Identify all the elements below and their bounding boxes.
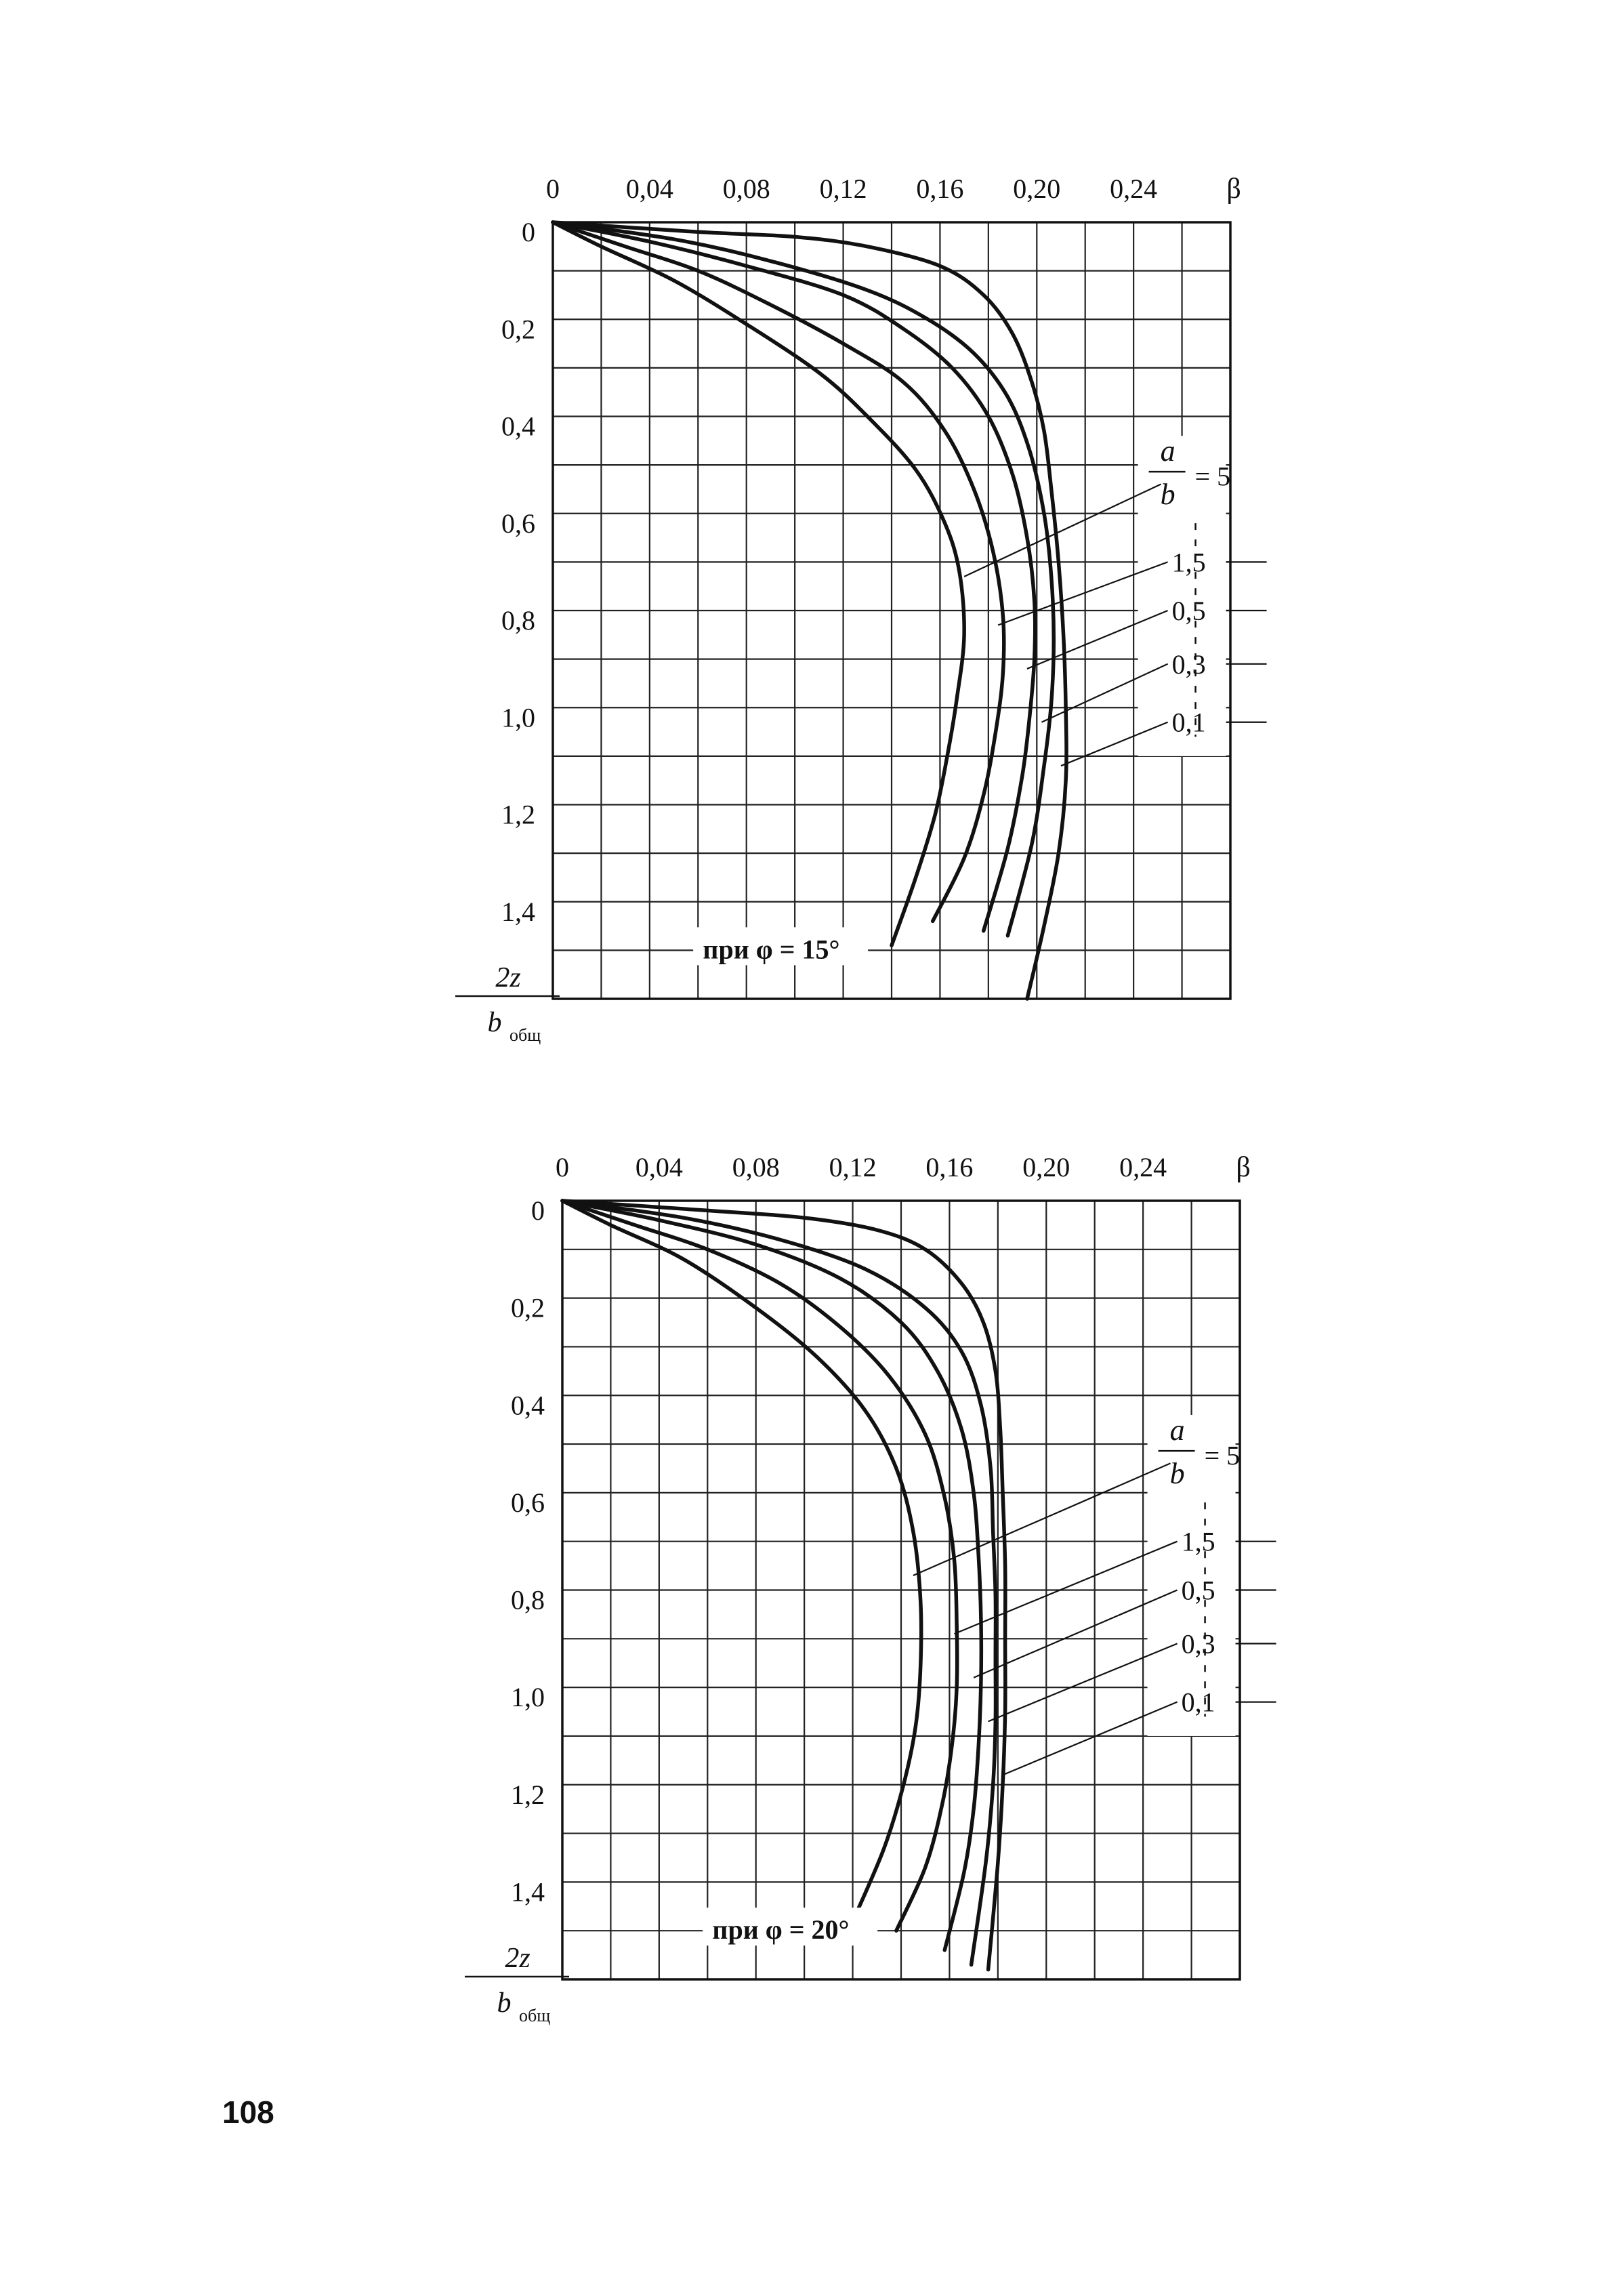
x-tick-label: 0,08	[723, 173, 770, 204]
leader-line-5	[963, 483, 1162, 577]
y-tick-label: 0,2	[501, 314, 535, 344]
x-tick-label: 0,04	[626, 173, 673, 204]
leader-line-0-3	[988, 1643, 1178, 1723]
y-tick-label: 1,2	[511, 1779, 545, 1810]
curve-a-b-5	[551, 220, 966, 947]
label-panel-background	[1147, 1414, 1236, 1736]
ratio-denominator: b	[1170, 1457, 1185, 1490]
curve-a-b-1-5	[551, 220, 1006, 924]
y-axis-label-denominator: b	[497, 1987, 512, 2019]
page-number: 108	[222, 2095, 274, 2130]
curve-a-b-0-5	[560, 1199, 984, 1952]
x-tick-label: 0,08	[732, 1152, 780, 1182]
y-tick-label: 0,6	[501, 508, 535, 539]
grid	[551, 221, 1232, 1000]
series-label-0-5: 0,5	[1172, 596, 1206, 626]
y-tick-label: 0,6	[511, 1487, 545, 1518]
x-tick-label: 0,24	[1119, 1152, 1167, 1182]
label-panel-background	[1138, 436, 1226, 756]
curve-a-b-0-3	[551, 220, 1056, 938]
series-label-0-1: 0,1	[1172, 707, 1206, 738]
x-axis-label: β	[1236, 1152, 1250, 1183]
y-tick-label: 0,8	[501, 605, 535, 636]
chart-phi-15: 0 0,04 0,08 0,12 0,16 0,20 0,24 β 0 0,2 0,4 0,6 0,8 1…	[455, 173, 1267, 1045]
leader-line-0-3	[1041, 663, 1169, 723]
x-tick-label: 0	[546, 173, 560, 204]
leader-line-1-5	[954, 1540, 1178, 1635]
x-tick-label: 0,16	[925, 1152, 973, 1182]
curve-a-b-0-3	[560, 1199, 998, 1967]
y-tick-label: 0,4	[511, 1390, 545, 1420]
y-tick-label: 1,2	[501, 800, 535, 830]
grid	[561, 1199, 1241, 1981]
y-axis-label-subscript: общ	[519, 2006, 550, 2025]
leader-line-0-5	[973, 1589, 1178, 1678]
x-tick-label: 0,04	[636, 1152, 683, 1182]
leader-line-0-1	[1060, 721, 1168, 767]
y-tick-label: 0,2	[511, 1293, 545, 1323]
x-tick-label: 0,24	[1110, 173, 1157, 204]
curve-a-b-0-1	[551, 220, 1068, 1001]
series-label-0-3: 0,3	[1172, 649, 1206, 680]
x-tick-label: 0	[556, 1152, 569, 1182]
series-label-0-5: 0,5	[1182, 1575, 1215, 1606]
series-label-0-3: 0,3	[1182, 1628, 1215, 1659]
y-tick-label: 0,4	[501, 411, 535, 442]
series-label-0-1: 0,1	[1182, 1687, 1215, 1718]
y-axis-label-subscript: общ	[509, 1025, 541, 1045]
series-label-5: = 5	[1205, 1440, 1241, 1470]
x-axis-label: β	[1226, 173, 1241, 205]
leader-line-1-5	[997, 561, 1168, 626]
y-tick-label: 1,4	[511, 1876, 545, 1907]
leader-line-5	[913, 1462, 1171, 1576]
x-tick-label: 0,16	[916, 173, 963, 204]
y-tick-label: 1,0	[501, 702, 535, 733]
ratio-numerator: a	[1161, 434, 1175, 468]
note-background	[703, 1908, 878, 1946]
condition-note: при φ = 20°	[712, 1914, 849, 1945]
x-tick-label: 0,12	[829, 1152, 877, 1182]
y-tick-label: 1,0	[511, 1682, 545, 1712]
leader-line-0-1	[1002, 1701, 1178, 1776]
series-label-1-5: 1,5	[1172, 547, 1206, 577]
curve-a-b-0-5	[551, 220, 1037, 933]
y-tick-label: 0	[531, 1195, 545, 1226]
y-tick-label: 0,8	[511, 1585, 545, 1615]
curve-a-b-1-5	[560, 1199, 959, 1933]
x-tick-label: 0,20	[1013, 173, 1060, 204]
ratio-numerator: a	[1170, 1414, 1185, 1447]
x-tick-label: 0,20	[1022, 1152, 1070, 1182]
curve-a-b-0-1	[560, 1199, 1007, 1972]
y-tick-label: 1,4	[501, 897, 535, 927]
series-label-5: = 5	[1195, 461, 1231, 491]
leader-line-0-5	[1026, 609, 1168, 669]
y-tick-label: 0	[522, 217, 535, 247]
note-background	[693, 927, 869, 966]
ratio-denominator: b	[1161, 478, 1175, 511]
curve-a-b-5	[560, 1199, 923, 1918]
series-label-1-5: 1,5	[1182, 1527, 1215, 1557]
y-axis-label-numerator: 2z	[495, 962, 520, 993]
y-axis-label-denominator: b	[488, 1007, 502, 1038]
condition-note: при φ = 15°	[703, 934, 839, 964]
chart-phi-20: 0 0,04 0,08 0,12 0,16 0,20 0,24 β 0 0,2 0,4 0,6 0,8 1…	[465, 1152, 1276, 2025]
x-tick-label: 0,12	[820, 173, 867, 204]
y-axis-label-numerator: 2z	[505, 1943, 530, 1974]
